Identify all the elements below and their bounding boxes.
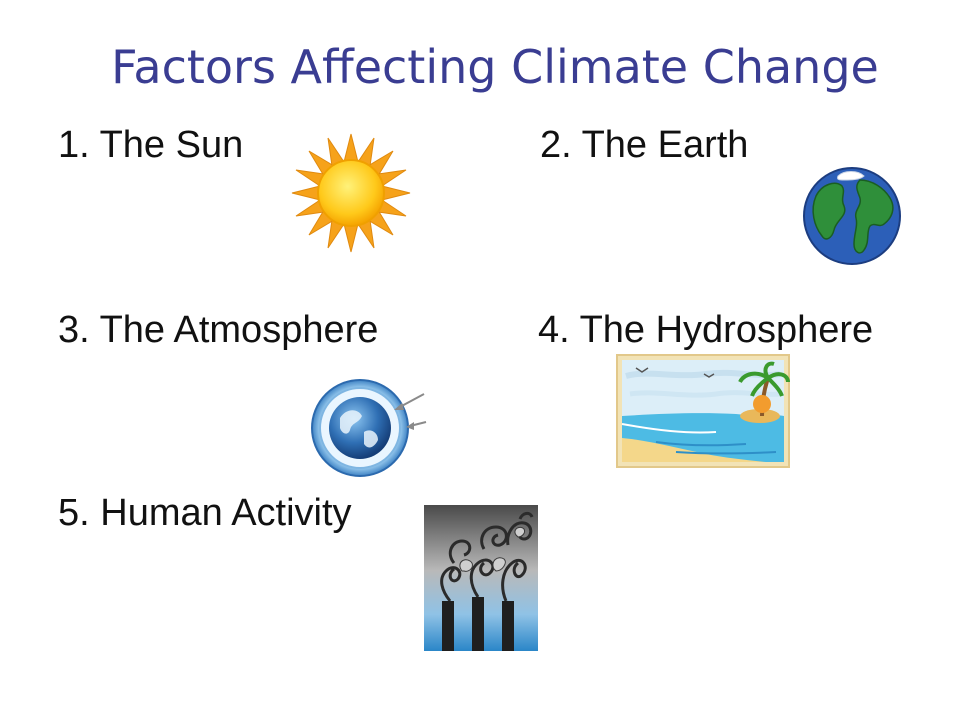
slide-title: Factors Affecting Climate Change bbox=[111, 40, 879, 94]
factory-smoke-icon bbox=[424, 505, 538, 651]
sun-icon bbox=[290, 132, 412, 254]
beach-icon bbox=[616, 354, 790, 468]
item-earth-label: 2. The Earth bbox=[540, 124, 749, 166]
item-human-activity-label: 5. Human Activity bbox=[58, 492, 352, 534]
atmosphere-icon bbox=[308, 378, 428, 478]
item-hydrosphere-label: 4. The Hydrosphere bbox=[538, 309, 874, 351]
earth-icon bbox=[800, 166, 904, 266]
item-atmosphere-label: 3. The Atmosphere bbox=[58, 309, 379, 351]
item-sun-label: 1. The Sun bbox=[58, 124, 244, 166]
